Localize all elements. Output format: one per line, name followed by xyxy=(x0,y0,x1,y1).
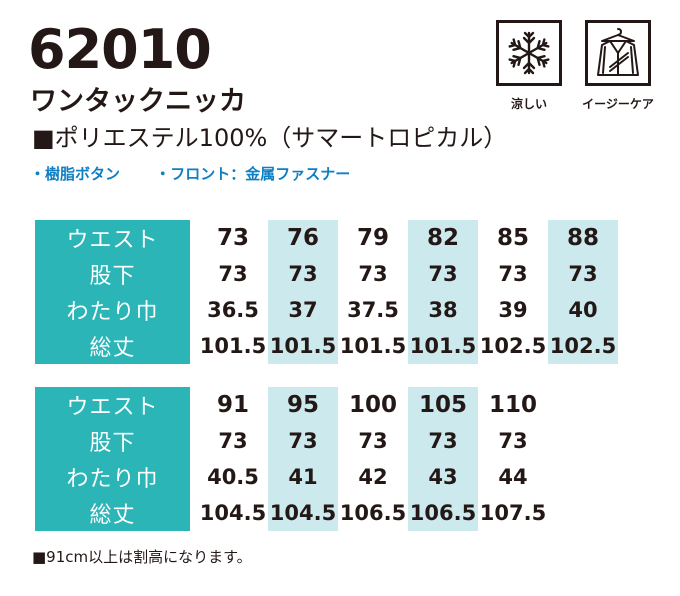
row-label: わたり巾 xyxy=(35,459,190,495)
table-cell: 44 xyxy=(498,465,528,489)
row-label: 股下 xyxy=(35,423,190,459)
table-cell: 101.5 xyxy=(408,328,478,364)
product-name: ワンタックニッカ xyxy=(30,86,246,117)
table-cell: 73 xyxy=(358,429,388,453)
table-row: わたり巾 36.5 37 37.5 38 39 40 xyxy=(35,292,618,328)
size-table-1: ウエスト 73 76 79 82 85 88 股下 73 73 73 73 73… xyxy=(35,220,618,364)
table-row: ウエスト 73 76 79 82 85 88 xyxy=(35,220,618,256)
table-cell: 101.5 xyxy=(268,328,338,364)
table-cell: 40.5 xyxy=(207,465,259,489)
table-cell: 104.5 xyxy=(199,501,267,525)
price-note: ■91cm以上は割高になります。 xyxy=(32,548,252,566)
table-cell: 39 xyxy=(498,298,528,322)
table-row: 股下 73 73 73 73 73 73 xyxy=(35,256,618,292)
table-row: わたり巾 40.5 41 42 43 44 xyxy=(35,459,548,495)
table-row: ウエスト 91 95 100 105 110 xyxy=(35,387,548,423)
table-cell: 73 xyxy=(216,225,249,251)
table-cell: 73 xyxy=(268,256,338,292)
table-cell: 106.5 xyxy=(339,501,407,525)
table-cell: 104.5 xyxy=(268,495,338,531)
table-cell: 102.5 xyxy=(479,334,547,358)
snowflake-icon xyxy=(496,20,562,86)
row-label: 総丈 xyxy=(35,495,190,531)
row-label: 総丈 xyxy=(35,328,190,364)
table-cell: 37.5 xyxy=(347,298,399,322)
table-cell: 100 xyxy=(348,392,397,418)
table-cell: 40 xyxy=(548,292,618,328)
feature-item: ・フロント：金属ファスナー xyxy=(155,165,351,183)
row-label: ウエスト xyxy=(35,387,190,423)
table-cell: 73 xyxy=(218,429,248,453)
table-cell: 73 xyxy=(548,256,618,292)
row-label: 股下 xyxy=(35,256,190,292)
table-cell: 73 xyxy=(358,262,388,286)
table-row: 股下 73 73 73 73 73 xyxy=(35,423,548,459)
table-cell: 95 xyxy=(268,387,338,423)
table-cell: 107.5 xyxy=(479,501,547,525)
table-cell: 37 xyxy=(268,292,338,328)
table-cell: 110 xyxy=(488,392,537,418)
table-cell: 36.5 xyxy=(207,298,259,322)
table-cell: 76 xyxy=(268,220,338,256)
table-cell: 73 xyxy=(408,423,478,459)
table-cell: 73 xyxy=(498,262,528,286)
table-cell: 41 xyxy=(268,459,338,495)
easy-care-jacket-icon xyxy=(585,20,651,86)
table-cell: 102.5 xyxy=(548,328,618,364)
table-cell: 73 xyxy=(498,429,528,453)
table-cell: 42 xyxy=(358,465,388,489)
feature-item: ・樹脂ボタン xyxy=(30,165,121,183)
care-label-easy: イージーケア xyxy=(582,97,654,111)
table-cell: 73 xyxy=(268,423,338,459)
table-cell: 101.5 xyxy=(199,334,267,358)
table-cell: 106.5 xyxy=(408,495,478,531)
size-table-2: ウエスト 91 95 100 105 110 股下 73 73 73 73 73… xyxy=(35,387,548,531)
table-cell: 105 xyxy=(408,387,478,423)
row-label: ウエスト xyxy=(35,220,190,256)
table-cell: 85 xyxy=(496,225,529,251)
table-row: 総丈 104.5 104.5 106.5 106.5 107.5 xyxy=(35,495,548,531)
table-cell: 73 xyxy=(408,256,478,292)
feature-list: ・樹脂ボタン ・フロント：金属ファスナー xyxy=(30,163,380,185)
table-cell: 101.5 xyxy=(339,334,407,358)
table-cell: 91 xyxy=(216,392,249,418)
table-cell: 88 xyxy=(548,220,618,256)
row-label: わたり巾 xyxy=(35,292,190,328)
table-cell: 82 xyxy=(408,220,478,256)
material-spec: ■ポリエステル100%（サマートロピカル） xyxy=(32,124,508,152)
model-number: 62010 xyxy=(28,18,212,81)
table-cell: 73 xyxy=(218,262,248,286)
table-cell: 79 xyxy=(356,225,389,251)
care-label-cool: 涼しい xyxy=(510,97,547,111)
table-cell: 38 xyxy=(408,292,478,328)
table-cell: 43 xyxy=(408,459,478,495)
table-row: 総丈 101.5 101.5 101.5 101.5 102.5 102.5 xyxy=(35,328,618,364)
